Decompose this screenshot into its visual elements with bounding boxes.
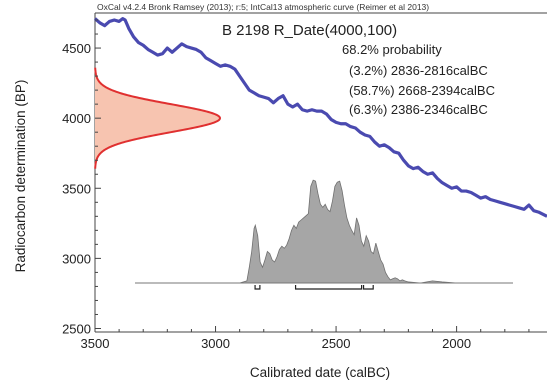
radiocarbon-distribution-outline xyxy=(94,67,222,169)
probability-range-1: (3.2%) 2836-2816calBC xyxy=(349,63,488,78)
range-bracket-2 xyxy=(294,285,363,290)
chart-title: B 2198 R_Date(4000,100) xyxy=(222,22,397,39)
probability-heading: 68.2% probability xyxy=(342,42,442,57)
calibrated-distribution xyxy=(239,179,457,284)
x-tick-label-2000: 2000 xyxy=(442,336,471,351)
x-tick-label-3500: 3500 xyxy=(81,336,110,351)
y-axis-label: Radiocarbon determination (BP) xyxy=(13,80,28,273)
x-axis-label: Calibrated date (calBC) xyxy=(250,365,390,380)
y-tick-label-4500: 4500 xyxy=(62,41,91,56)
probability-range-2: (58.7%) 2668-2394calBC xyxy=(349,83,495,98)
y-tick-label-2500: 2500 xyxy=(62,321,91,336)
probability-range-3: (6.3%) 2386-2346calBC xyxy=(349,102,488,117)
range-bracket-1 xyxy=(254,285,261,290)
radiocarbon-distribution-fill xyxy=(95,67,220,169)
x-tick-label-2500: 2500 xyxy=(322,336,351,351)
chart-header: OxCal v4.2.4 Bronk Ramsey (2013); r:5; I… xyxy=(97,2,429,12)
y-tick-label-4000: 4000 xyxy=(62,111,91,126)
x-tick-label-3000: 3000 xyxy=(201,336,230,351)
calibration-curve xyxy=(93,17,547,218)
y-tick-label-3000: 3000 xyxy=(62,251,91,266)
range-bracket-3 xyxy=(362,285,374,290)
y-tick-label-3500: 3500 xyxy=(62,181,91,196)
